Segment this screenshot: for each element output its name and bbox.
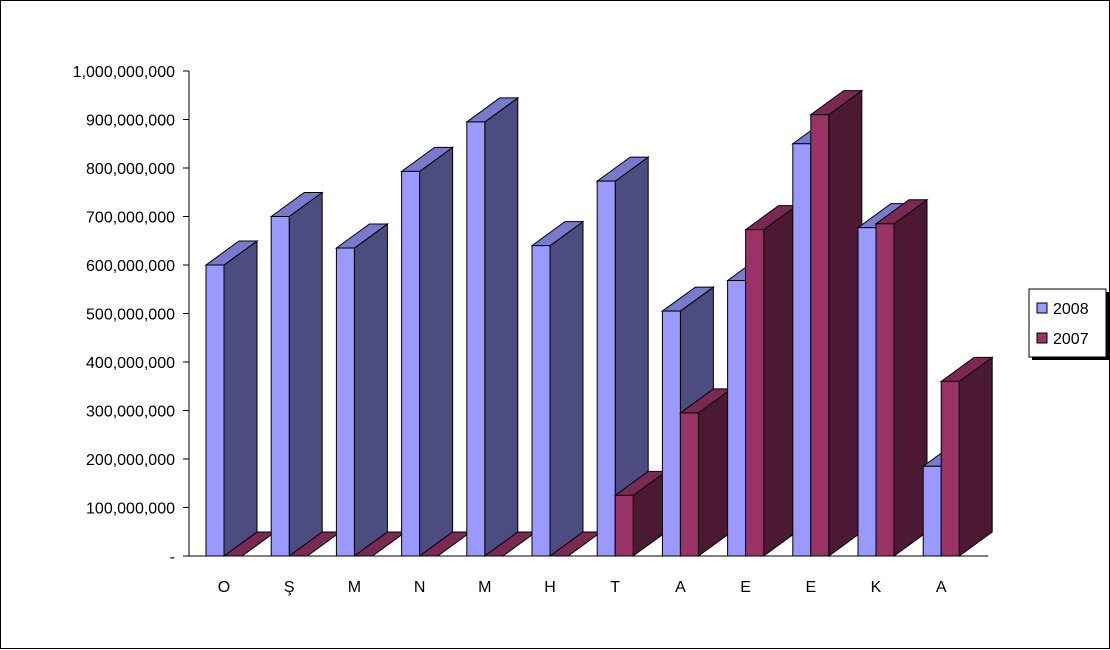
bar-side bbox=[549, 220, 584, 557]
bar-2007-6 bbox=[613, 470, 668, 557]
bar-front bbox=[857, 227, 877, 557]
x-tick-label: A bbox=[936, 579, 947, 596]
bar-2008-4 bbox=[465, 96, 520, 557]
y-tick-label: 200,000,000 bbox=[86, 452, 175, 469]
y-tick-label: 1,000,000,000 bbox=[73, 64, 175, 81]
bar-2008-5 bbox=[530, 220, 585, 557]
legend-label: 2007 bbox=[1053, 331, 1089, 348]
bar-2007-8 bbox=[744, 204, 799, 557]
bar-side bbox=[484, 96, 519, 557]
x-tick-label: Ş bbox=[284, 579, 295, 596]
bar-2008-2 bbox=[334, 223, 389, 557]
bar-2008-3 bbox=[400, 146, 455, 557]
bar-front bbox=[875, 223, 895, 557]
x-tick-label: O bbox=[218, 579, 230, 596]
bar-front bbox=[531, 245, 551, 557]
x-tick-label: T bbox=[610, 579, 620, 596]
bar-2008-1 bbox=[269, 191, 324, 557]
bar-front bbox=[661, 310, 681, 557]
bar-front bbox=[792, 143, 812, 557]
bar-side bbox=[893, 198, 928, 557]
bar-front bbox=[335, 247, 355, 557]
y-tick-label: 800,000,000 bbox=[86, 161, 175, 178]
x-tick-label: M bbox=[478, 579, 491, 596]
bar-front bbox=[745, 229, 765, 557]
x-tick-label: A bbox=[675, 579, 686, 596]
bar-2007-11 bbox=[939, 356, 994, 557]
x-tick-label: E bbox=[805, 579, 816, 596]
bar-front bbox=[270, 216, 290, 557]
legend: 2008 2007 bbox=[1028, 288, 1109, 360]
y-tick-label: 700,000,000 bbox=[86, 210, 175, 227]
y-tick-label: 500,000,000 bbox=[86, 307, 175, 324]
y-tick-label: 300,000,000 bbox=[86, 404, 175, 421]
legend-swatch bbox=[1036, 302, 1048, 314]
bar-front bbox=[205, 264, 225, 557]
bar-front bbox=[466, 121, 486, 557]
bar-side bbox=[419, 146, 454, 557]
bar-2008-0 bbox=[204, 240, 259, 557]
x-tick-label: E bbox=[740, 579, 751, 596]
bar-front bbox=[940, 380, 960, 557]
legend-label: 2008 bbox=[1053, 301, 1089, 318]
bar-front bbox=[679, 412, 699, 557]
plot-area bbox=[204, 89, 994, 557]
bar-side bbox=[958, 356, 993, 557]
bar-2007-9 bbox=[809, 89, 864, 557]
bar-2008-6 bbox=[595, 156, 650, 557]
x-tick-label: N bbox=[414, 579, 426, 596]
bar-side bbox=[353, 223, 388, 557]
x-tick-label: M bbox=[348, 579, 361, 596]
bar-2007-7 bbox=[678, 387, 733, 557]
bar-side bbox=[763, 204, 798, 557]
bar-side bbox=[697, 387, 732, 557]
legend-swatch bbox=[1036, 332, 1048, 344]
y-tick-label: 100,000,000 bbox=[86, 501, 175, 518]
bar-front bbox=[401, 170, 421, 557]
bar-front bbox=[922, 465, 942, 557]
bar-2007-10 bbox=[874, 198, 929, 557]
y-tick-label: 400,000,000 bbox=[86, 355, 175, 372]
legend-box bbox=[1028, 288, 1107, 358]
x-tick-label: K bbox=[871, 579, 882, 596]
bar-front bbox=[810, 114, 830, 557]
bar-front bbox=[596, 180, 616, 557]
bar-front bbox=[727, 280, 747, 557]
bar-side bbox=[288, 191, 323, 557]
y-tick-label: 900,000,000 bbox=[86, 113, 175, 130]
x-tick-label: H bbox=[544, 579, 556, 596]
bar-front bbox=[614, 494, 634, 557]
y-axis: - 100,000,000 200,000,000 300,000,000 400,00… bbox=[73, 64, 190, 566]
bar-side bbox=[828, 89, 863, 557]
y-tick-label: - bbox=[170, 549, 175, 566]
bar-side bbox=[223, 240, 258, 557]
y-tick-label: 600,000,000 bbox=[86, 258, 175, 275]
